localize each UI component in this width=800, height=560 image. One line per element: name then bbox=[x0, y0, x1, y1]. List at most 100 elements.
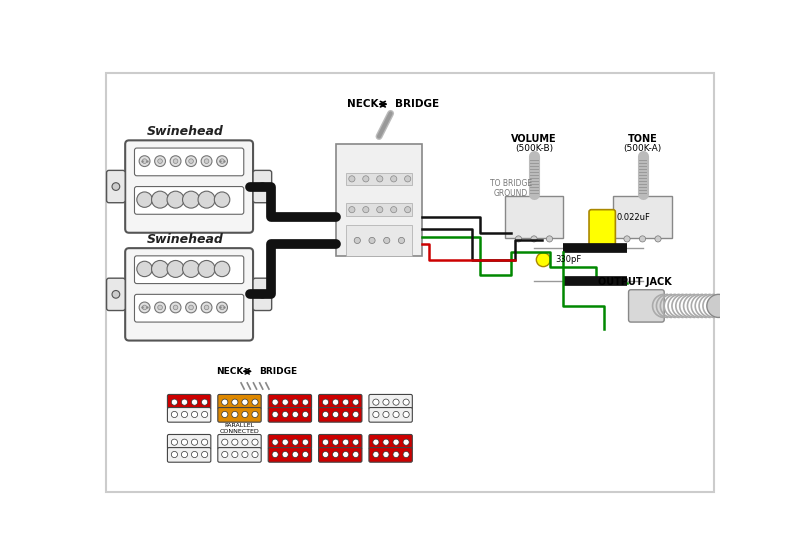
Circle shape bbox=[383, 412, 389, 418]
Circle shape bbox=[362, 176, 369, 182]
Circle shape bbox=[384, 237, 390, 244]
Circle shape bbox=[170, 302, 181, 313]
Circle shape bbox=[191, 412, 198, 418]
FancyBboxPatch shape bbox=[346, 203, 411, 216]
Circle shape bbox=[220, 305, 224, 310]
Circle shape bbox=[322, 399, 329, 405]
FancyBboxPatch shape bbox=[134, 295, 244, 322]
Circle shape bbox=[373, 451, 379, 458]
Circle shape bbox=[186, 156, 197, 166]
Text: VOLUME: VOLUME bbox=[511, 134, 557, 144]
Circle shape bbox=[322, 412, 329, 418]
Circle shape bbox=[217, 302, 227, 313]
Circle shape bbox=[242, 399, 248, 405]
Text: Swinehead: Swinehead bbox=[147, 233, 224, 246]
Text: 0.022uF: 0.022uF bbox=[616, 213, 650, 222]
Circle shape bbox=[292, 412, 298, 418]
Circle shape bbox=[403, 451, 410, 458]
Circle shape bbox=[151, 260, 169, 277]
Circle shape bbox=[222, 412, 228, 418]
Circle shape bbox=[302, 399, 309, 405]
Circle shape bbox=[405, 176, 410, 182]
Circle shape bbox=[390, 207, 397, 213]
FancyBboxPatch shape bbox=[268, 394, 311, 409]
Circle shape bbox=[353, 439, 359, 445]
FancyBboxPatch shape bbox=[253, 278, 272, 310]
Circle shape bbox=[393, 439, 399, 445]
Circle shape bbox=[137, 261, 152, 277]
Circle shape bbox=[202, 399, 208, 405]
Circle shape bbox=[333, 451, 338, 458]
Circle shape bbox=[342, 412, 349, 418]
Circle shape bbox=[242, 451, 248, 458]
Circle shape bbox=[258, 291, 266, 298]
Circle shape bbox=[191, 439, 198, 445]
FancyBboxPatch shape bbox=[268, 447, 311, 462]
Circle shape bbox=[182, 451, 187, 458]
Circle shape bbox=[189, 159, 194, 164]
Circle shape bbox=[515, 236, 522, 242]
Circle shape bbox=[353, 451, 359, 458]
Circle shape bbox=[333, 399, 338, 405]
Circle shape bbox=[214, 192, 230, 207]
Circle shape bbox=[167, 260, 184, 277]
Circle shape bbox=[182, 439, 187, 445]
Circle shape bbox=[171, 451, 178, 458]
Text: PARALLEL
CONNECTED: PARALLEL CONNECTED bbox=[220, 423, 259, 434]
Circle shape bbox=[139, 156, 150, 166]
Circle shape bbox=[349, 207, 355, 213]
FancyBboxPatch shape bbox=[106, 278, 125, 310]
Circle shape bbox=[112, 291, 120, 298]
Circle shape bbox=[373, 439, 379, 445]
FancyBboxPatch shape bbox=[346, 172, 411, 185]
FancyBboxPatch shape bbox=[268, 435, 311, 449]
Text: OUTPUT JACK: OUTPUT JACK bbox=[598, 277, 672, 287]
Circle shape bbox=[158, 159, 162, 164]
Circle shape bbox=[403, 412, 410, 418]
FancyBboxPatch shape bbox=[167, 435, 211, 449]
Circle shape bbox=[139, 302, 150, 313]
Text: NECK: NECK bbox=[347, 99, 379, 109]
FancyBboxPatch shape bbox=[589, 209, 615, 248]
Circle shape bbox=[217, 156, 227, 166]
Circle shape bbox=[220, 159, 224, 164]
Circle shape bbox=[171, 412, 178, 418]
FancyBboxPatch shape bbox=[268, 408, 311, 422]
Circle shape bbox=[369, 237, 375, 244]
FancyBboxPatch shape bbox=[369, 408, 412, 422]
FancyBboxPatch shape bbox=[218, 435, 262, 449]
Circle shape bbox=[167, 191, 184, 208]
Circle shape bbox=[546, 236, 553, 242]
Circle shape bbox=[282, 412, 288, 418]
Text: TONE: TONE bbox=[628, 134, 658, 144]
Circle shape bbox=[282, 439, 288, 445]
Circle shape bbox=[222, 399, 228, 405]
Circle shape bbox=[252, 451, 258, 458]
FancyBboxPatch shape bbox=[134, 148, 244, 176]
Circle shape bbox=[342, 399, 349, 405]
Text: TO BRIDGE
GROUND: TO BRIDGE GROUND bbox=[490, 179, 532, 198]
Circle shape bbox=[154, 156, 166, 166]
Circle shape bbox=[137, 192, 152, 207]
FancyBboxPatch shape bbox=[629, 290, 664, 322]
Text: BRIDGE: BRIDGE bbox=[394, 99, 438, 109]
Circle shape bbox=[174, 159, 178, 164]
Circle shape bbox=[292, 439, 298, 445]
Circle shape bbox=[142, 159, 147, 164]
Circle shape bbox=[302, 412, 309, 418]
Circle shape bbox=[154, 302, 166, 313]
Circle shape bbox=[383, 439, 389, 445]
FancyBboxPatch shape bbox=[134, 186, 244, 214]
FancyBboxPatch shape bbox=[106, 170, 125, 203]
Text: 330pF: 330pF bbox=[555, 255, 581, 264]
FancyBboxPatch shape bbox=[125, 248, 253, 340]
FancyBboxPatch shape bbox=[336, 144, 422, 256]
Circle shape bbox=[232, 399, 238, 405]
Circle shape bbox=[171, 439, 178, 445]
Circle shape bbox=[204, 305, 209, 310]
FancyBboxPatch shape bbox=[369, 447, 412, 462]
Circle shape bbox=[655, 236, 661, 242]
FancyBboxPatch shape bbox=[318, 447, 362, 462]
Circle shape bbox=[232, 439, 238, 445]
Circle shape bbox=[170, 156, 181, 166]
